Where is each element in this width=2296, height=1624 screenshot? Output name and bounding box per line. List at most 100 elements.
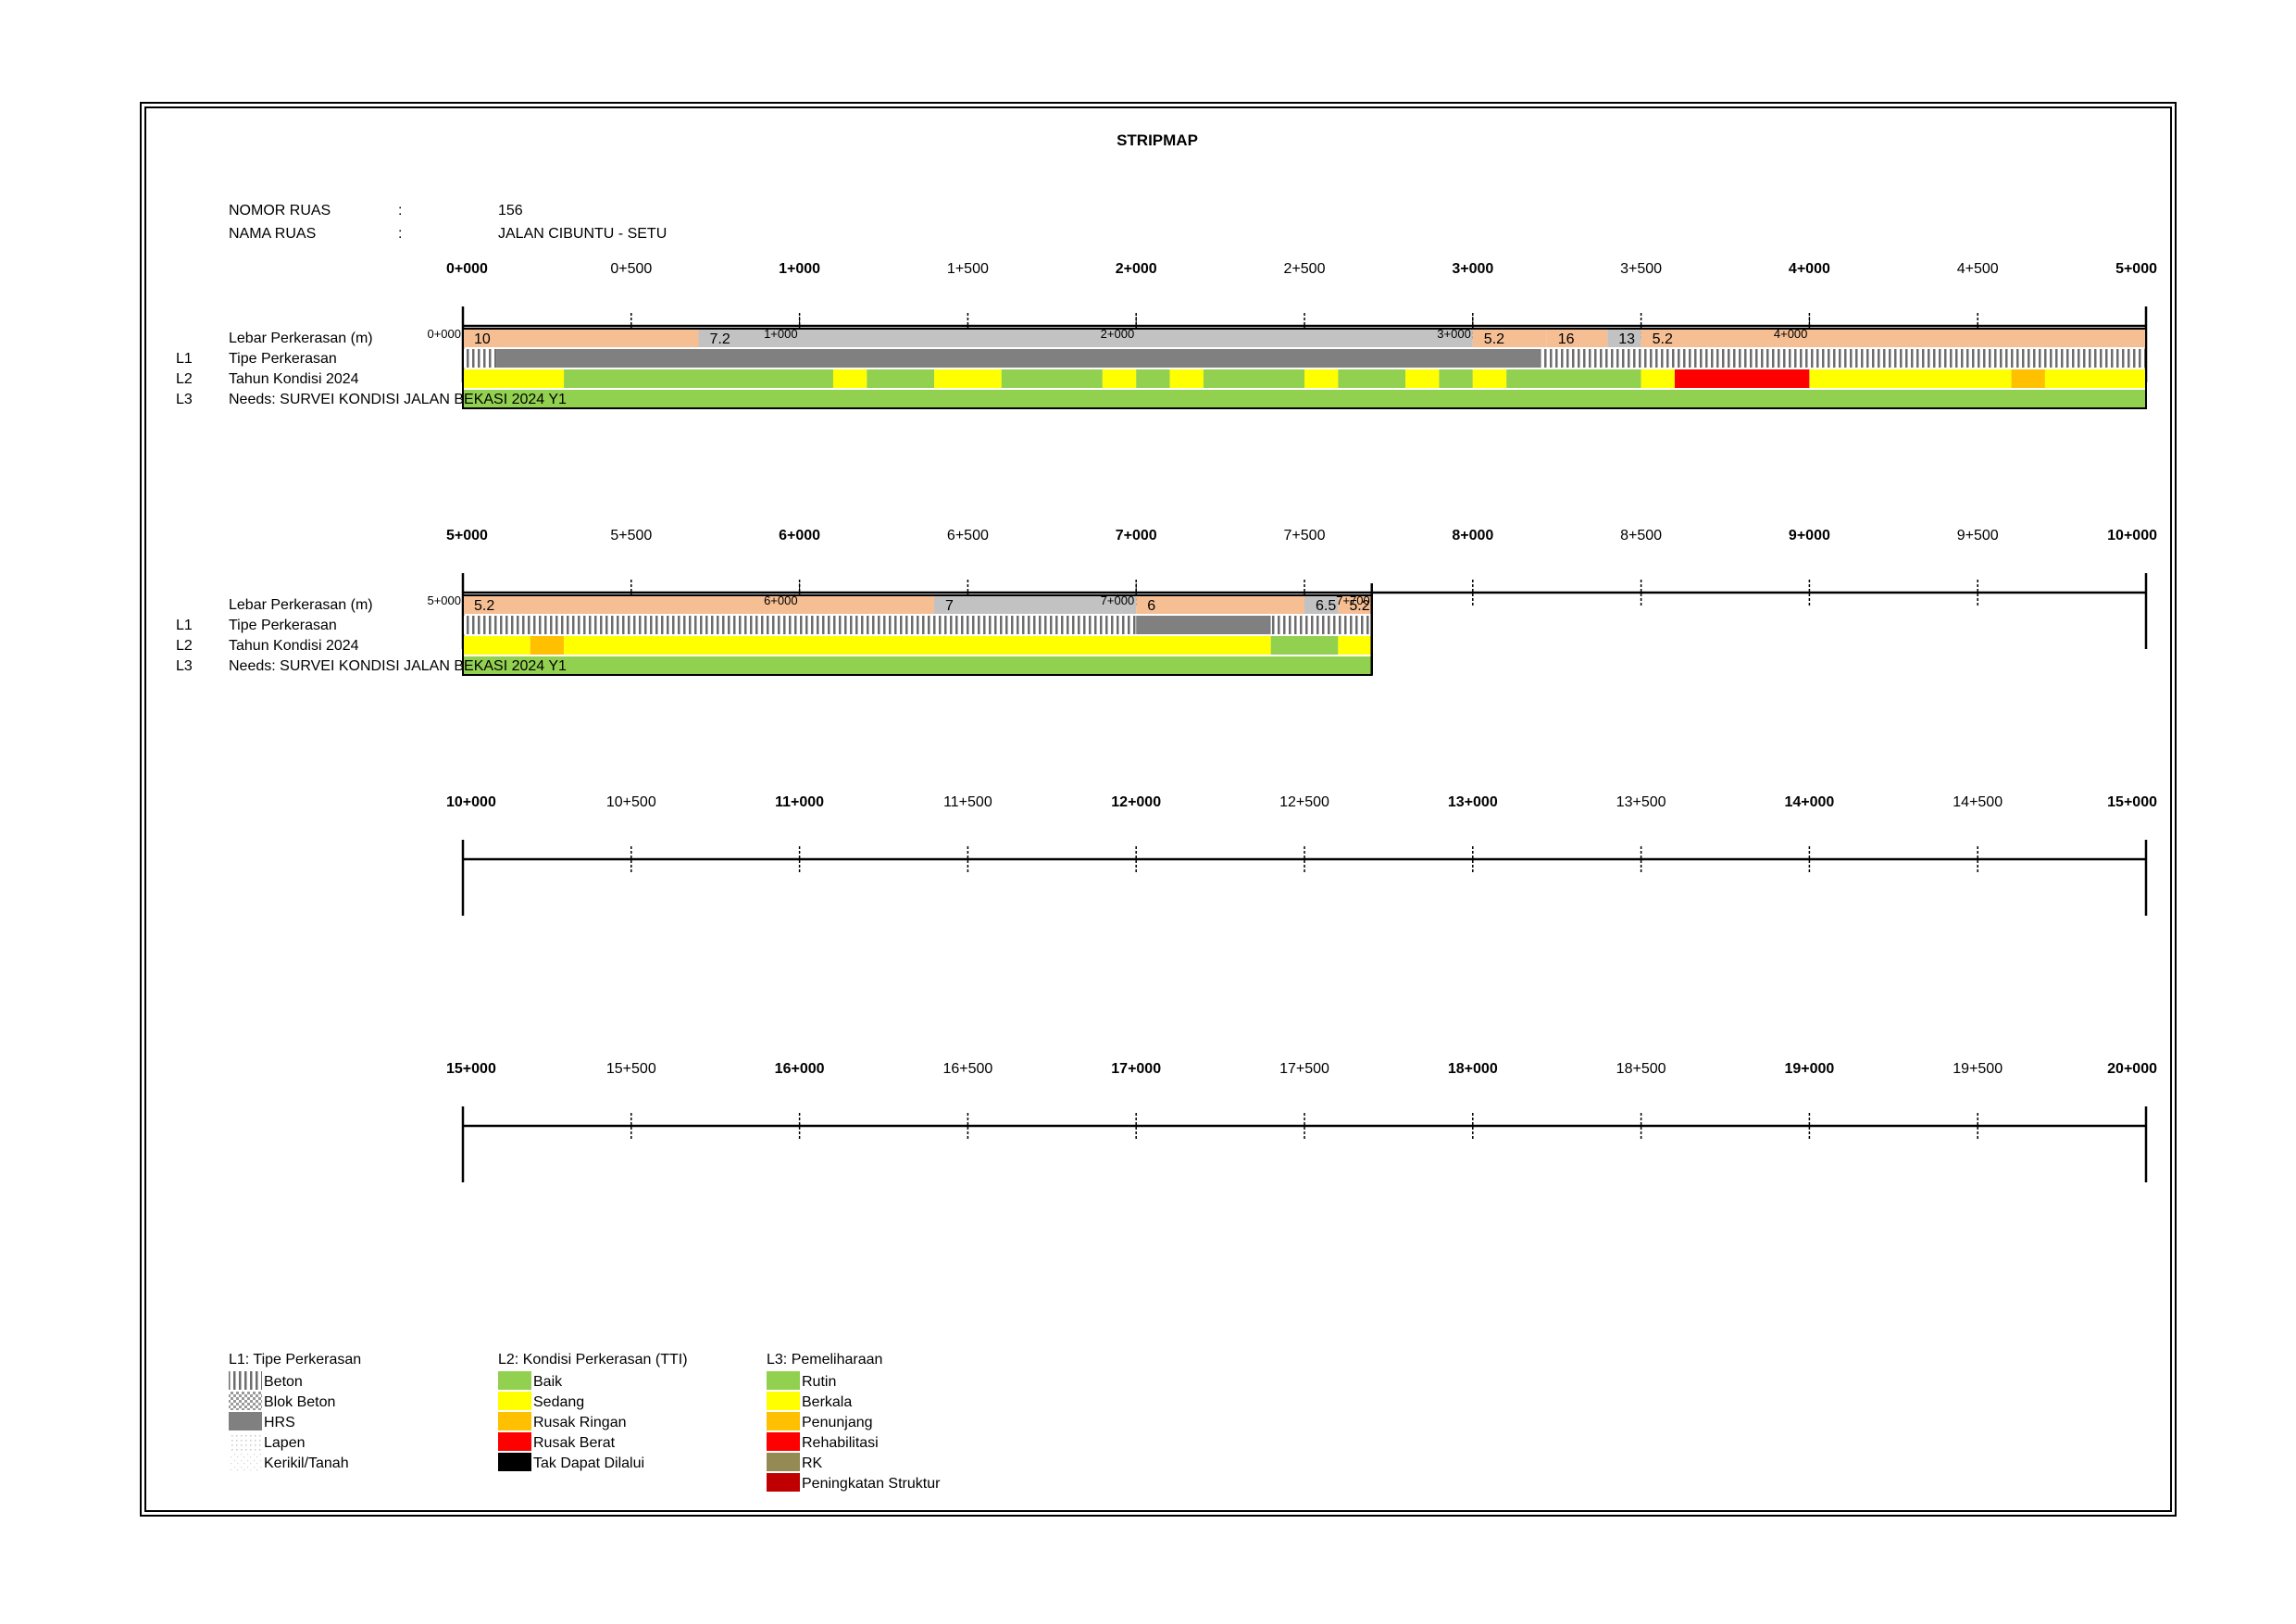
legend-l2-swatch (498, 1392, 531, 1410)
row-label-l1: Tipe Perkerasan (229, 618, 337, 633)
condition-segment (1641, 369, 1675, 388)
legend-l3-swatch (767, 1392, 800, 1410)
width-segment (1338, 595, 1372, 614)
axis-tick-label: 7+000 (1116, 528, 1157, 543)
legend-l1-swatch (229, 1392, 262, 1410)
legend-l3-swatch (767, 1432, 800, 1451)
axis-tick-label: 15+000 (2107, 794, 2157, 810)
km-marker-label: 6+000 (764, 593, 798, 607)
legend-l2-label: Rusak Ringan (533, 1415, 627, 1430)
condition-segment (1169, 369, 1204, 388)
width-value: 13 (1618, 331, 1635, 347)
type-segment (1540, 349, 2146, 368)
row-label-lebar: Lebar Perkerasan (m) (229, 331, 373, 346)
legend-l2-swatch (498, 1453, 531, 1471)
axis-tick-label: 1+500 (947, 261, 989, 277)
axis-tick-label: 8+500 (1620, 528, 1662, 543)
strip-2: 5+000 5+500 6+000 6+500 7+000 7+500 8+000 8+500… (176, 528, 2157, 676)
axis-tick-label: 17+000 (1111, 1061, 1161, 1077)
axis-tick-label: 16+500 (942, 1061, 992, 1077)
row-code-l2: L2 (176, 371, 193, 387)
width-segment (1641, 329, 2146, 347)
km-marker-label: 5+000 (427, 593, 461, 607)
axis-tick-label: 16+000 (775, 1061, 825, 1077)
axis-tick-label: 5+500 (610, 528, 652, 543)
width-value: 10 (474, 331, 491, 347)
axis-tick-label: 14+000 (1784, 794, 1834, 810)
nomor-ruas-label: NOMOR RUAS (229, 203, 331, 219)
axis-tick-label: 19+500 (1953, 1061, 2003, 1077)
axis-tick-label: 0+500 (610, 261, 652, 277)
axis-tick-label: 14+500 (1953, 794, 2003, 810)
legend-l1-label: HRS (264, 1415, 295, 1430)
width-value: 5.2 (1484, 331, 1504, 347)
axis-tick-label: 10+500 (606, 794, 656, 810)
type-segment (1136, 616, 1271, 634)
condition-segment (1270, 636, 1339, 655)
legend-l2-label: Sedang (533, 1394, 584, 1410)
page-title: STRIPMAP (1117, 131, 1198, 149)
km-marker-label: 1+000 (764, 327, 798, 341)
axis-tick-label: 11+000 (775, 794, 824, 810)
condition-segment (934, 369, 1002, 388)
strip-3: 10+000 10+500 11+000 11+500 12+000 12+500 13+0… (446, 794, 2157, 916)
row-label-l2: Tahun Kondisi 2024 (229, 371, 359, 387)
legend-l3-label: Rehabilitasi (802, 1435, 879, 1451)
width-value: 5.2 (474, 598, 494, 614)
axis-tick-label: 6+000 (779, 528, 820, 543)
nomor-ruas-colon: : (398, 203, 402, 219)
width-value: 5.2 (1349, 598, 1369, 614)
strip-1: 0+000 0+500 1+000 1+500 2+000 2+500 3+000 3+500… (176, 261, 2157, 409)
condition-segment (463, 369, 565, 388)
type-segment (496, 349, 1541, 368)
axis-tick-label: 2+000 (1116, 261, 1157, 277)
strip-4: 15+000 15+500 16+000 16+500 17+000 17+500 18+0… (446, 1061, 2157, 1182)
nama-ruas-colon: : (398, 226, 402, 242)
type-segment (463, 616, 1137, 634)
axis-tick-label: 4+000 (1789, 261, 1830, 277)
km-marker-label: 7+700 (1336, 593, 1370, 607)
axis-tick-label: 13+000 (1448, 794, 1498, 810)
inner-frame (144, 106, 2172, 1512)
type-segment (1270, 616, 1372, 634)
km-marker-label: 7+000 (1101, 593, 1135, 607)
legend-l1-label: Blok Beton (264, 1394, 335, 1410)
legend-l1-swatch (229, 1432, 262, 1451)
axis-tick-label: 4+500 (1957, 261, 1999, 277)
type-segment (463, 349, 497, 368)
legend-l1-label: Lapen (264, 1435, 306, 1451)
legend-l1-label: Kerikil/Tanah (264, 1455, 349, 1471)
condition-segment (564, 369, 833, 388)
nama-ruas-value: JALAN CIBUNTU - SETU (498, 226, 667, 242)
width-segment (1607, 329, 1641, 347)
axis-tick-label: 0+000 (446, 261, 488, 277)
axis-tick-label: 7+500 (1284, 528, 1326, 543)
width-segment (1546, 329, 1608, 347)
axis-tick-label: 2+500 (1284, 261, 1326, 277)
legend: L1: Tipe Perkerasan Beton Blok Beton HRS La… (229, 1352, 941, 1492)
condition-segment (1439, 369, 1473, 388)
legend-l2-swatch (498, 1432, 531, 1451)
km-marker-label: 0+000 (427, 327, 461, 341)
row-label-lebar: Lebar Perkerasan (m) (229, 597, 373, 613)
axis-tick-label: 1+000 (779, 261, 820, 277)
width-value: 6.5 (1316, 598, 1336, 614)
legend-l3-swatch (767, 1412, 800, 1430)
axis-tick-label: 13+500 (1616, 794, 1666, 810)
km-marker-label: 4+000 (1774, 327, 1808, 341)
condition-segment (1674, 369, 1810, 388)
axis-tick-label: 15+500 (606, 1061, 656, 1077)
condition-segment (463, 636, 530, 655)
legend-l1-title: L1: Tipe Perkerasan (229, 1352, 361, 1368)
axis-tick-label: 18+000 (1448, 1061, 1498, 1077)
legend-l3-label: RK (802, 1455, 823, 1471)
width-segment (934, 595, 1137, 614)
condition-segment (1203, 369, 1304, 388)
legend-l1-label: Beton (264, 1374, 303, 1390)
legend-l3-label: Peningkatan Struktur (802, 1476, 941, 1492)
axis-tick-label: 18+500 (1616, 1061, 1666, 1077)
outer-frame (140, 102, 2177, 1517)
condition-segment (832, 369, 867, 388)
width-segment (463, 329, 699, 347)
condition-segment (867, 369, 935, 388)
